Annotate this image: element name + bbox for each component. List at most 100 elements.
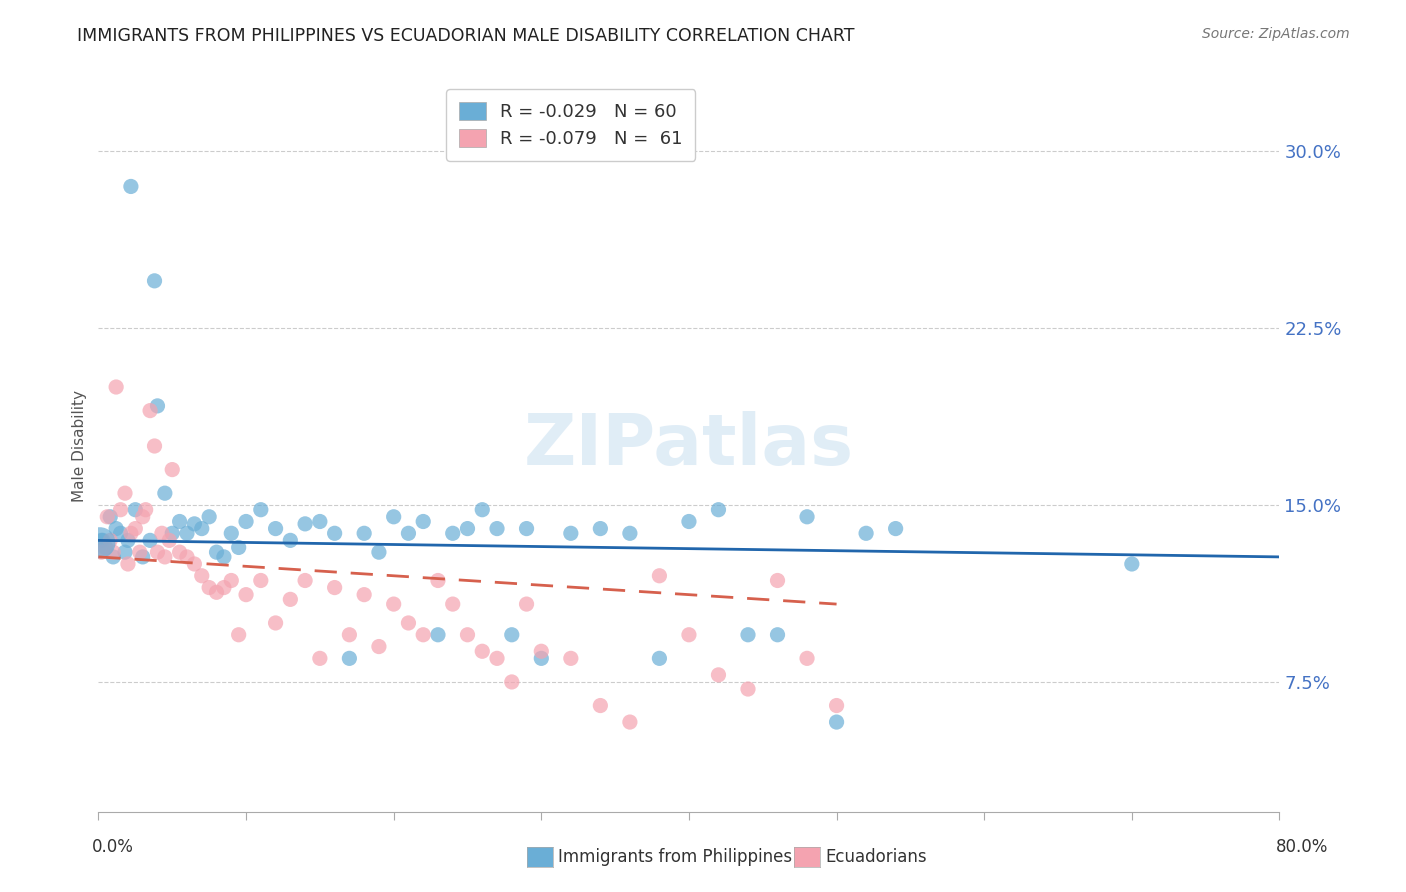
Point (183, 516, 205, 531)
Point (90, 545, 112, 559)
Point (98, 509, 121, 524)
Point (427, 574, 450, 588)
Point (398, 615, 420, 630)
Point (441, 597, 464, 611)
Point (560, 526, 582, 541)
Point (427, 628, 450, 642)
Point (139, 403, 162, 417)
Point (135, 502, 157, 516)
Point (280, 533, 302, 548)
Point (157, 533, 180, 548)
Point (150, 526, 173, 541)
Text: Immigrants from Philippines: Immigrants from Philippines (558, 848, 793, 866)
Point (235, 588, 257, 602)
Point (471, 644, 494, 658)
Point (339, 651, 361, 665)
Point (205, 585, 228, 599)
Point (382, 597, 405, 611)
Point (501, 675, 523, 690)
Point (212, 549, 235, 564)
Point (162, 526, 183, 541)
Point (589, 522, 612, 536)
Point (124, 522, 146, 536)
Point (169, 545, 191, 559)
Text: ZIPatlas: ZIPatlas (524, 411, 853, 481)
Legend: R = -0.029   N = 60, R = -0.079   N =  61: R = -0.029 N = 60, R = -0.079 N = 61 (446, 89, 696, 161)
Point (153, 486, 176, 500)
Point (221, 526, 243, 541)
Point (707, 668, 730, 682)
Point (1121, 557, 1143, 571)
Point (132, 509, 155, 524)
Point (398, 526, 420, 541)
Point (294, 516, 316, 531)
Point (143, 274, 166, 288)
Point (471, 502, 494, 516)
Point (530, 644, 553, 658)
Point (120, 179, 142, 194)
Point (368, 545, 391, 559)
Point (457, 628, 479, 642)
Point (368, 640, 391, 654)
Point (103, 545, 125, 559)
Point (91, 533, 114, 548)
Point (103, 549, 125, 564)
Point (280, 592, 302, 607)
Point (98, 533, 121, 548)
Point (96, 509, 118, 524)
Y-axis label: Male Disability: Male Disability (72, 390, 87, 502)
Point (110, 526, 132, 541)
Point (250, 574, 273, 588)
Point (516, 597, 538, 611)
Point (221, 574, 243, 588)
Point (212, 581, 235, 595)
Point (530, 651, 553, 665)
Point (648, 651, 671, 665)
Point (105, 522, 128, 536)
Point (707, 502, 730, 516)
Point (176, 549, 198, 564)
Point (825, 714, 848, 729)
Point (323, 526, 346, 541)
Point (264, 615, 287, 630)
Point (169, 515, 191, 529)
Point (648, 568, 671, 582)
Point (139, 533, 162, 548)
Point (117, 557, 139, 571)
Point (589, 698, 612, 713)
Point (737, 681, 759, 696)
Point (264, 522, 287, 536)
Point (323, 581, 346, 595)
Point (198, 581, 221, 595)
Point (94, 541, 117, 555)
Point (457, 522, 479, 536)
Point (124, 502, 146, 516)
Point (678, 515, 700, 529)
Point (486, 651, 509, 665)
Point (191, 568, 214, 582)
Point (796, 651, 818, 665)
Point (90, 533, 112, 548)
Point (183, 557, 205, 571)
Point (114, 545, 136, 559)
Point (353, 588, 375, 602)
Point (353, 526, 375, 541)
Point (228, 541, 250, 555)
Point (619, 714, 641, 729)
Point (294, 574, 316, 588)
Point (105, 380, 128, 394)
Point (382, 509, 405, 524)
Point (796, 509, 818, 524)
Point (309, 515, 332, 529)
Text: Source: ZipAtlas.com: Source: ZipAtlas.com (1202, 27, 1350, 41)
Point (143, 439, 166, 453)
Point (128, 545, 150, 559)
Point (678, 628, 700, 642)
Point (114, 486, 136, 500)
Point (855, 526, 877, 541)
Point (884, 522, 907, 536)
Point (825, 698, 848, 713)
Point (191, 522, 214, 536)
Point (766, 574, 789, 588)
Point (560, 651, 582, 665)
